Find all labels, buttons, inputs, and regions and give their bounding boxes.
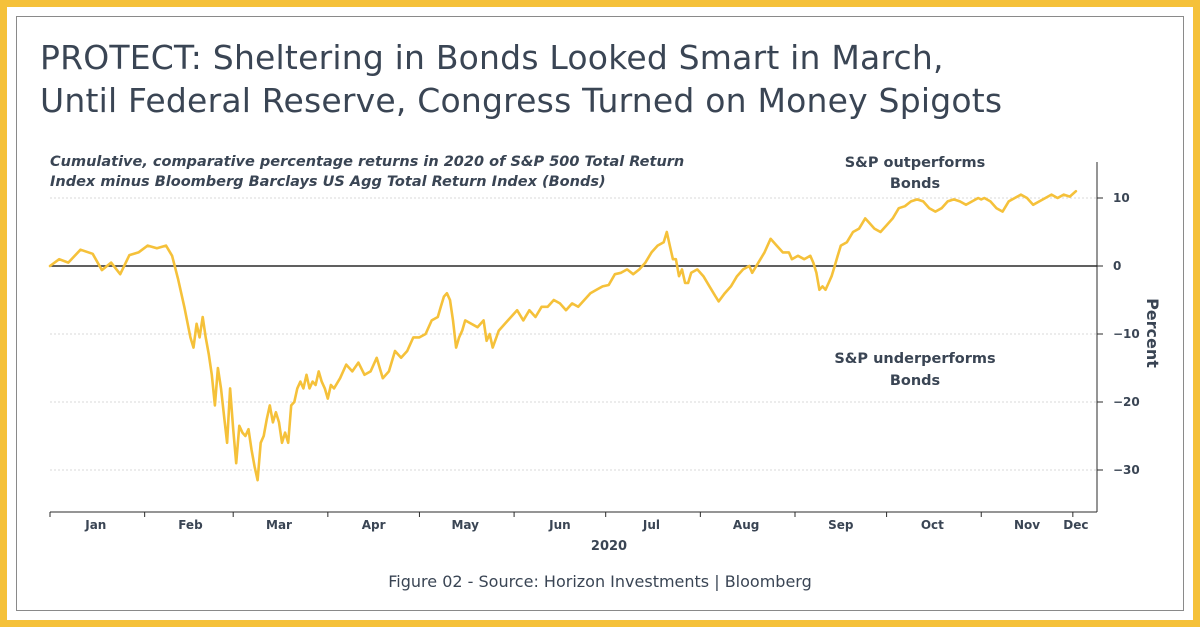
annotation-outperforms-line-1: S&P outperforms: [845, 155, 986, 171]
inner-border: [16, 16, 1184, 611]
grid-lines: [50, 197, 1097, 471]
x-tick-label: May: [451, 518, 479, 532]
annotation-underperforms-line-1: S&P underperforms: [834, 351, 995, 367]
chart-title: PROTECT: Sheltering in Bonds Looked Smar…: [40, 36, 1180, 122]
x-tick-label: Jun: [548, 518, 571, 532]
chart-subtitle: Cumulative, comparative percentage retur…: [50, 152, 770, 192]
x-tick-label: Jan: [84, 518, 106, 532]
subtitle-line-2: Index minus Bloomberg Barclays US Agg To…: [50, 174, 606, 190]
figure-caption: Figure 02 - Source: Horizon Investments …: [388, 572, 812, 591]
y-axis-title: Percent: [1143, 298, 1162, 368]
y-tick-label: −10: [1113, 327, 1140, 341]
x-tick-label: Mar: [266, 518, 292, 532]
x-axis-title: 2020: [591, 539, 627, 554]
y-tick-label: 0: [1113, 259, 1121, 273]
y-axis: 10 0 −10 −20 −30: [1096, 162, 1140, 512]
x-axis: Jan Feb Mar Apr May Jun Jul Aug Sep Oct Nov Dec: [49, 511, 1097, 532]
series-group: [48, 189, 1078, 482]
annotation-outperforms-line-2: Bonds: [890, 176, 940, 192]
x-tick-label: Nov: [1014, 518, 1040, 532]
x-tick-label: Feb: [178, 518, 203, 532]
x-tick-label: Jul: [642, 518, 660, 532]
x-tick-label: Aug: [733, 518, 759, 532]
title-line-2: Until Federal Reserve, Congress Turned o…: [40, 81, 1003, 120]
x-tick-label: Sep: [828, 518, 854, 532]
x-tick-label: Oct: [921, 518, 944, 532]
y-tick-label: −20: [1113, 395, 1140, 409]
subtitle-line-1: Cumulative, comparative percentage retur…: [50, 154, 685, 170]
series-line: [48, 189, 1078, 482]
annotation-underperforms-line-2: Bonds: [890, 373, 940, 389]
y-tick-label: −30: [1113, 463, 1140, 477]
x-tick-label: Dec: [1063, 518, 1088, 532]
x-tick-label: Apr: [362, 518, 386, 532]
title-line-1: PROTECT: Sheltering in Bonds Looked Smar…: [40, 38, 944, 77]
y-tick-label: 10: [1113, 191, 1130, 205]
